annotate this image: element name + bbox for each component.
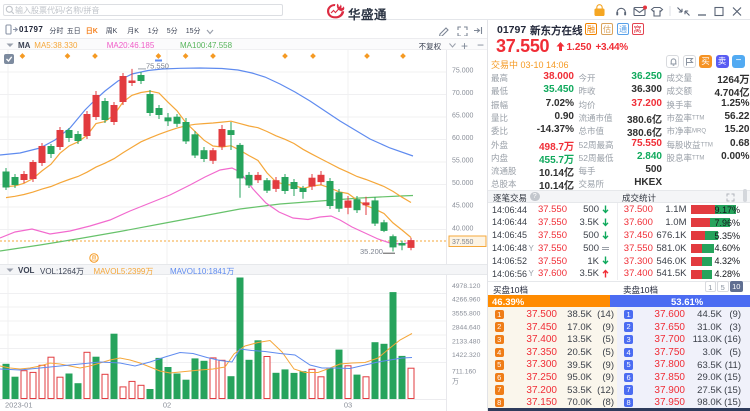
svg-text:4266.960: 4266.960 bbox=[452, 297, 481, 304]
svg-text:1422.320: 1422.320 bbox=[452, 352, 481, 359]
svg-text:2133.480: 2133.480 bbox=[452, 338, 481, 345]
svg-text:万: 万 bbox=[452, 377, 459, 385]
svg-text:70.000: 70.000 bbox=[452, 90, 474, 97]
svg-text:2023-01: 2023-01 bbox=[5, 401, 33, 410]
svg-text:3555.800: 3555.800 bbox=[452, 311, 481, 318]
svg-text:40.000: 40.000 bbox=[452, 225, 474, 232]
svg-text:75.550: 75.550 bbox=[146, 62, 169, 71]
svg-text:711.160: 711.160 bbox=[452, 369, 476, 376]
svg-text:75.000: 75.000 bbox=[452, 68, 474, 75]
svg-text:55.000: 55.000 bbox=[452, 158, 474, 165]
svg-text:02: 02 bbox=[163, 401, 171, 410]
svg-text:2844.640: 2844.640 bbox=[452, 325, 481, 332]
svg-text:65.000: 65.000 bbox=[452, 113, 474, 120]
svg-text:03: 03 bbox=[344, 401, 352, 410]
svg-text:4978.120: 4978.120 bbox=[452, 283, 481, 290]
svg-text:35.200: 35.200 bbox=[360, 247, 383, 256]
svg-text:45.000: 45.000 bbox=[452, 203, 474, 210]
svg-text:50.000: 50.000 bbox=[452, 180, 474, 187]
svg-text:37.550: 37.550 bbox=[452, 239, 474, 246]
svg-text:息: 息 bbox=[91, 255, 97, 263]
svg-text:60.000: 60.000 bbox=[452, 135, 474, 142]
